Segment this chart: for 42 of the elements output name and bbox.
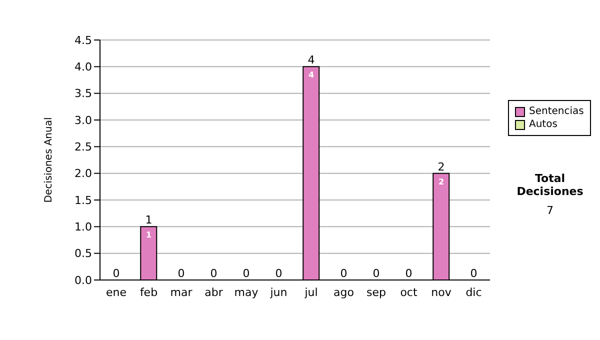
x-tick-label: nov — [431, 286, 452, 299]
y-tick-label: 0.5 — [74, 247, 92, 260]
y-tick-label: 3.0 — [74, 114, 92, 127]
y-tick-label: 1.0 — [74, 220, 92, 234]
y-axis-title: Decisiones Anual — [44, 117, 55, 203]
total-label: 4 — [308, 54, 315, 67]
x-tick-label: jun — [269, 286, 288, 299]
data-label: 2 — [438, 177, 444, 186]
total-label: 0 — [405, 267, 412, 280]
y-tick-label: 4.0 — [74, 60, 92, 74]
total-label: 0 — [470, 267, 478, 280]
x-tick-label: abr — [204, 286, 224, 299]
data-label: 1 — [146, 230, 152, 240]
x-tick-label: mar — [170, 286, 193, 299]
y-tick-label: 2.0 — [74, 167, 92, 180]
total-label: 0 — [242, 267, 250, 280]
y-tick-label: 3.5 — [74, 87, 92, 100]
y-tick-label: 0.0 — [74, 274, 92, 287]
x-tick-label: sep — [366, 286, 386, 299]
y-tick-label: 2.5 — [74, 140, 92, 154]
legend-label: Sentencias — [529, 105, 584, 118]
x-tick-label: ene — [106, 286, 127, 299]
text: Total Decisiones — [516, 172, 584, 198]
total-label: 0 — [178, 267, 185, 280]
total-label: 0 — [340, 267, 348, 280]
legend-label: Autos — [529, 118, 558, 131]
x-tick-label: may — [234, 286, 259, 299]
y-tick-label: 1.5 — [74, 194, 92, 207]
data-label: 4 — [308, 70, 314, 80]
x-tick-label: oct — [400, 286, 418, 299]
total-label: 0 — [275, 267, 282, 280]
total-label: 0 — [210, 267, 218, 280]
total-label: 0 — [112, 267, 120, 280]
total-label: 2 — [438, 160, 445, 174]
total-label: 0 — [372, 267, 380, 280]
x-tick-label: dic — [466, 286, 482, 299]
x-tick-label: feb — [140, 286, 158, 299]
x-tick-label: jul — [304, 286, 318, 299]
total-label: 1 — [145, 214, 152, 227]
x-tick-label: ago — [334, 286, 354, 299]
text: 7 — [546, 204, 554, 217]
y-tick-label: 4.5 — [74, 34, 92, 47]
